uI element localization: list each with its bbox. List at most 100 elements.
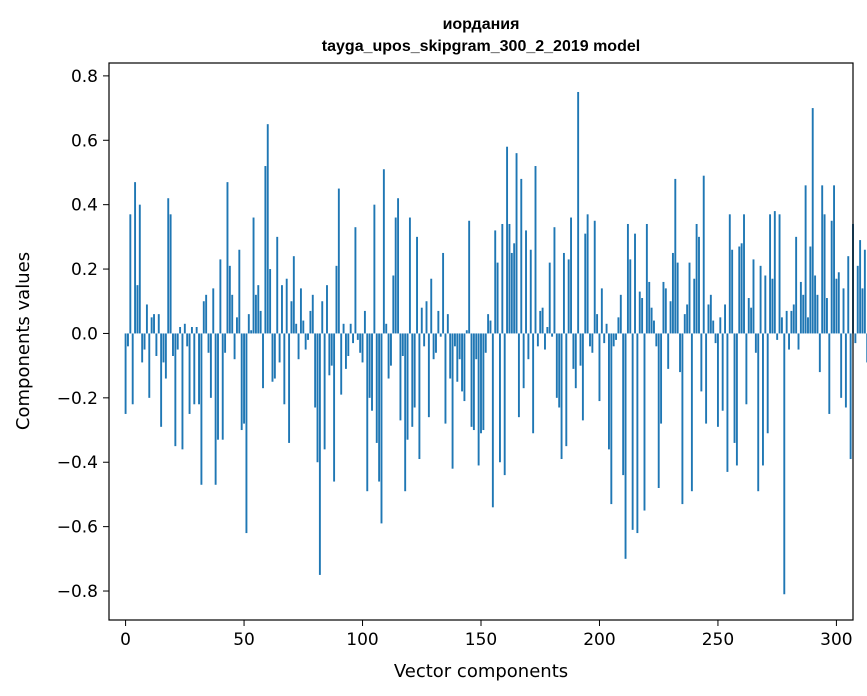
bar [574,333,577,389]
bar [702,175,705,334]
bar [226,182,229,334]
bar [172,333,174,356]
bar [622,333,625,476]
bar [401,333,404,356]
bar [544,333,546,350]
bar [491,333,494,508]
bar [567,259,570,334]
bar [318,333,321,575]
x-tick-label: 200 [583,630,615,650]
bar [176,333,179,350]
bar [517,333,520,418]
bar [188,333,191,414]
bar [307,333,309,340]
bar [844,333,847,408]
bar [638,291,641,334]
bar [520,178,523,334]
x-axis: 0 50 100 150 200 250 300 [120,620,853,650]
bar [683,314,686,334]
bar [799,281,802,334]
bar [435,333,437,353]
bar [387,333,390,379]
bar [254,294,257,334]
bar [833,185,835,334]
bar [207,333,210,353]
bar [392,275,395,334]
bar [513,243,516,334]
bar [494,230,497,334]
bar [707,304,710,334]
bar [562,252,565,334]
bar [368,333,371,398]
bar [167,198,170,334]
bar [655,333,658,347]
bar [688,262,691,334]
bar [634,233,636,334]
bar [610,333,613,505]
bar [766,333,769,434]
bar [835,278,838,334]
bar [743,214,745,334]
bar [335,265,338,334]
bar [837,272,840,334]
bar [676,262,679,334]
y-tick-label: 0.6 [71,131,98,151]
bar [527,333,530,360]
bar [468,220,471,334]
bar [821,185,824,334]
bar [653,320,655,334]
bar [326,285,328,334]
bar [593,220,596,334]
bar [726,333,729,472]
bar [773,211,776,334]
bar [162,333,165,363]
bar [863,249,866,334]
bar [617,317,620,334]
x-tick-label: 300 [820,630,852,650]
bar [671,252,674,334]
bar [501,223,504,334]
bar [378,333,381,482]
bar [778,214,781,334]
bar [344,333,347,369]
bar [814,275,817,334]
x-tick-label: 0 [120,630,131,650]
bar [198,333,200,405]
bar [861,288,864,334]
bar [292,256,295,334]
bar [451,333,454,469]
bar [278,333,281,363]
bar [811,108,814,334]
bar [311,294,314,334]
bar [735,333,738,466]
bar [506,146,509,334]
bar [333,333,336,482]
bar [302,320,305,334]
bar [790,310,793,334]
bar [681,333,684,505]
bar [480,333,482,434]
bar [432,333,435,360]
bar [579,333,582,366]
bar [314,333,317,408]
bar [769,214,772,334]
bar [342,323,345,334]
bar [228,265,231,334]
bar [304,333,307,350]
bar [489,320,492,334]
bar [404,333,407,492]
bar [127,333,129,347]
bar [541,307,544,334]
bar [605,323,608,334]
bar [458,333,461,360]
bar [416,236,418,334]
bar [716,333,719,427]
bar [584,233,587,334]
bar [233,333,236,360]
bar [271,333,274,382]
bar [759,265,762,334]
bar [366,333,369,492]
bar [442,252,445,334]
bar [788,333,790,350]
bar [581,333,584,421]
